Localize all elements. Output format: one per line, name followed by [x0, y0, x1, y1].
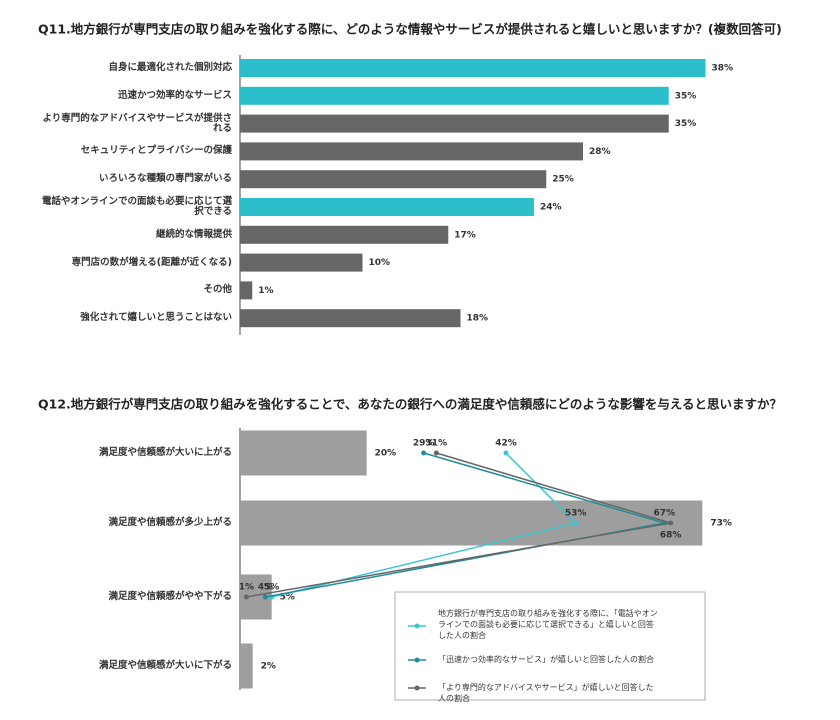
point-label: 5%	[264, 583, 279, 593]
legend-label: 「より専門的なアドバイスやサービス」が嬉しいと回答した人の割合	[438, 683, 654, 703]
legend-marker	[414, 657, 420, 663]
category-label: 電話やオンラインでの面談も必要に応じて選択できる	[41, 196, 232, 217]
value-label: 38%	[712, 64, 734, 74]
point	[503, 450, 509, 456]
value-label: 2%	[261, 662, 276, 672]
bar	[240, 142, 583, 161]
point-label: 67%	[654, 509, 676, 519]
value-label: 35%	[675, 91, 697, 101]
category-label: 満足度や信頼感が大いに下がる	[98, 660, 232, 671]
value-label: 35%	[675, 119, 697, 129]
value-label: 1%	[258, 286, 273, 296]
chart-title: Q11.地方銀行が専門支店の取り組みを強化する際に、どのような情報やサービスが提…	[38, 22, 782, 37]
bar	[240, 198, 534, 216]
bar	[240, 114, 669, 133]
value-label: 24%	[540, 203, 562, 213]
bar	[240, 253, 363, 272]
category-label: いろいろな種類の専門家がいる	[98, 173, 232, 185]
point	[668, 520, 674, 526]
point	[433, 450, 439, 456]
bar	[240, 59, 706, 77]
legend-label: 地方銀行が専門支店の取り組みを強化する際に、「電話やオンラインでの面談も必要に応…	[438, 609, 658, 640]
chart-title: Q12.地方銀行が専門支店の取り組みを強化することで、あなたの銀行への満足度や信…	[38, 397, 782, 412]
bar	[240, 225, 449, 244]
point	[262, 594, 268, 600]
category-label: より専門的なアドバイスやサービスが提供される	[42, 112, 232, 134]
value-label: 10%	[369, 258, 391, 268]
value-label: 20%	[375, 449, 397, 459]
point-label: 29%	[413, 439, 435, 449]
legend-marker	[414, 623, 420, 629]
category-label: セキュリティとプライバシーの保護	[80, 145, 232, 157]
point-label: 68%	[660, 531, 682, 541]
category-label: 満足度や信頼感が大いに上がる	[98, 447, 232, 458]
value-label: 25%	[552, 175, 574, 185]
point-label: 42%	[495, 439, 517, 449]
category-label: 迅速かつ効率的なサービス	[117, 89, 232, 101]
category-label: 満足度や信頼感がやや下がる	[108, 591, 232, 602]
category-label: 満足度や信頼感が多少上がる	[108, 517, 232, 528]
value-label: 5%	[280, 593, 295, 603]
point	[421, 450, 427, 456]
point-label: 53%	[565, 509, 587, 519]
bar	[240, 170, 547, 189]
bar	[240, 430, 367, 476]
category-label: 自身に最適化された個別対応	[108, 62, 232, 73]
value-label: 18%	[467, 314, 489, 324]
value-label: 28%	[589, 147, 611, 157]
bar	[240, 643, 253, 689]
bar	[240, 86, 669, 105]
value-label: 73%	[710, 519, 732, 529]
point-label: 31%	[426, 439, 448, 449]
category-label: 継続的な情報提供	[155, 228, 232, 240]
category-label: 専門店の数が増える(距離が近くなる)	[71, 256, 232, 268]
point	[573, 520, 579, 526]
bar	[240, 500, 703, 546]
point-label: 4%	[258, 583, 273, 593]
legend-label: 「迅速かつ効率的なサービス」が嬉しいと回答した人の割合	[438, 655, 654, 664]
category-label: 強化されて嬉しいと思うことはない	[80, 312, 232, 324]
bar	[240, 281, 253, 300]
legend-marker	[414, 685, 420, 691]
point-label: 1%	[239, 583, 254, 593]
point	[243, 594, 249, 600]
category-label: その他	[203, 284, 232, 296]
legend-box	[394, 591, 706, 701]
bar	[240, 309, 461, 328]
value-label: 17%	[454, 230, 476, 240]
